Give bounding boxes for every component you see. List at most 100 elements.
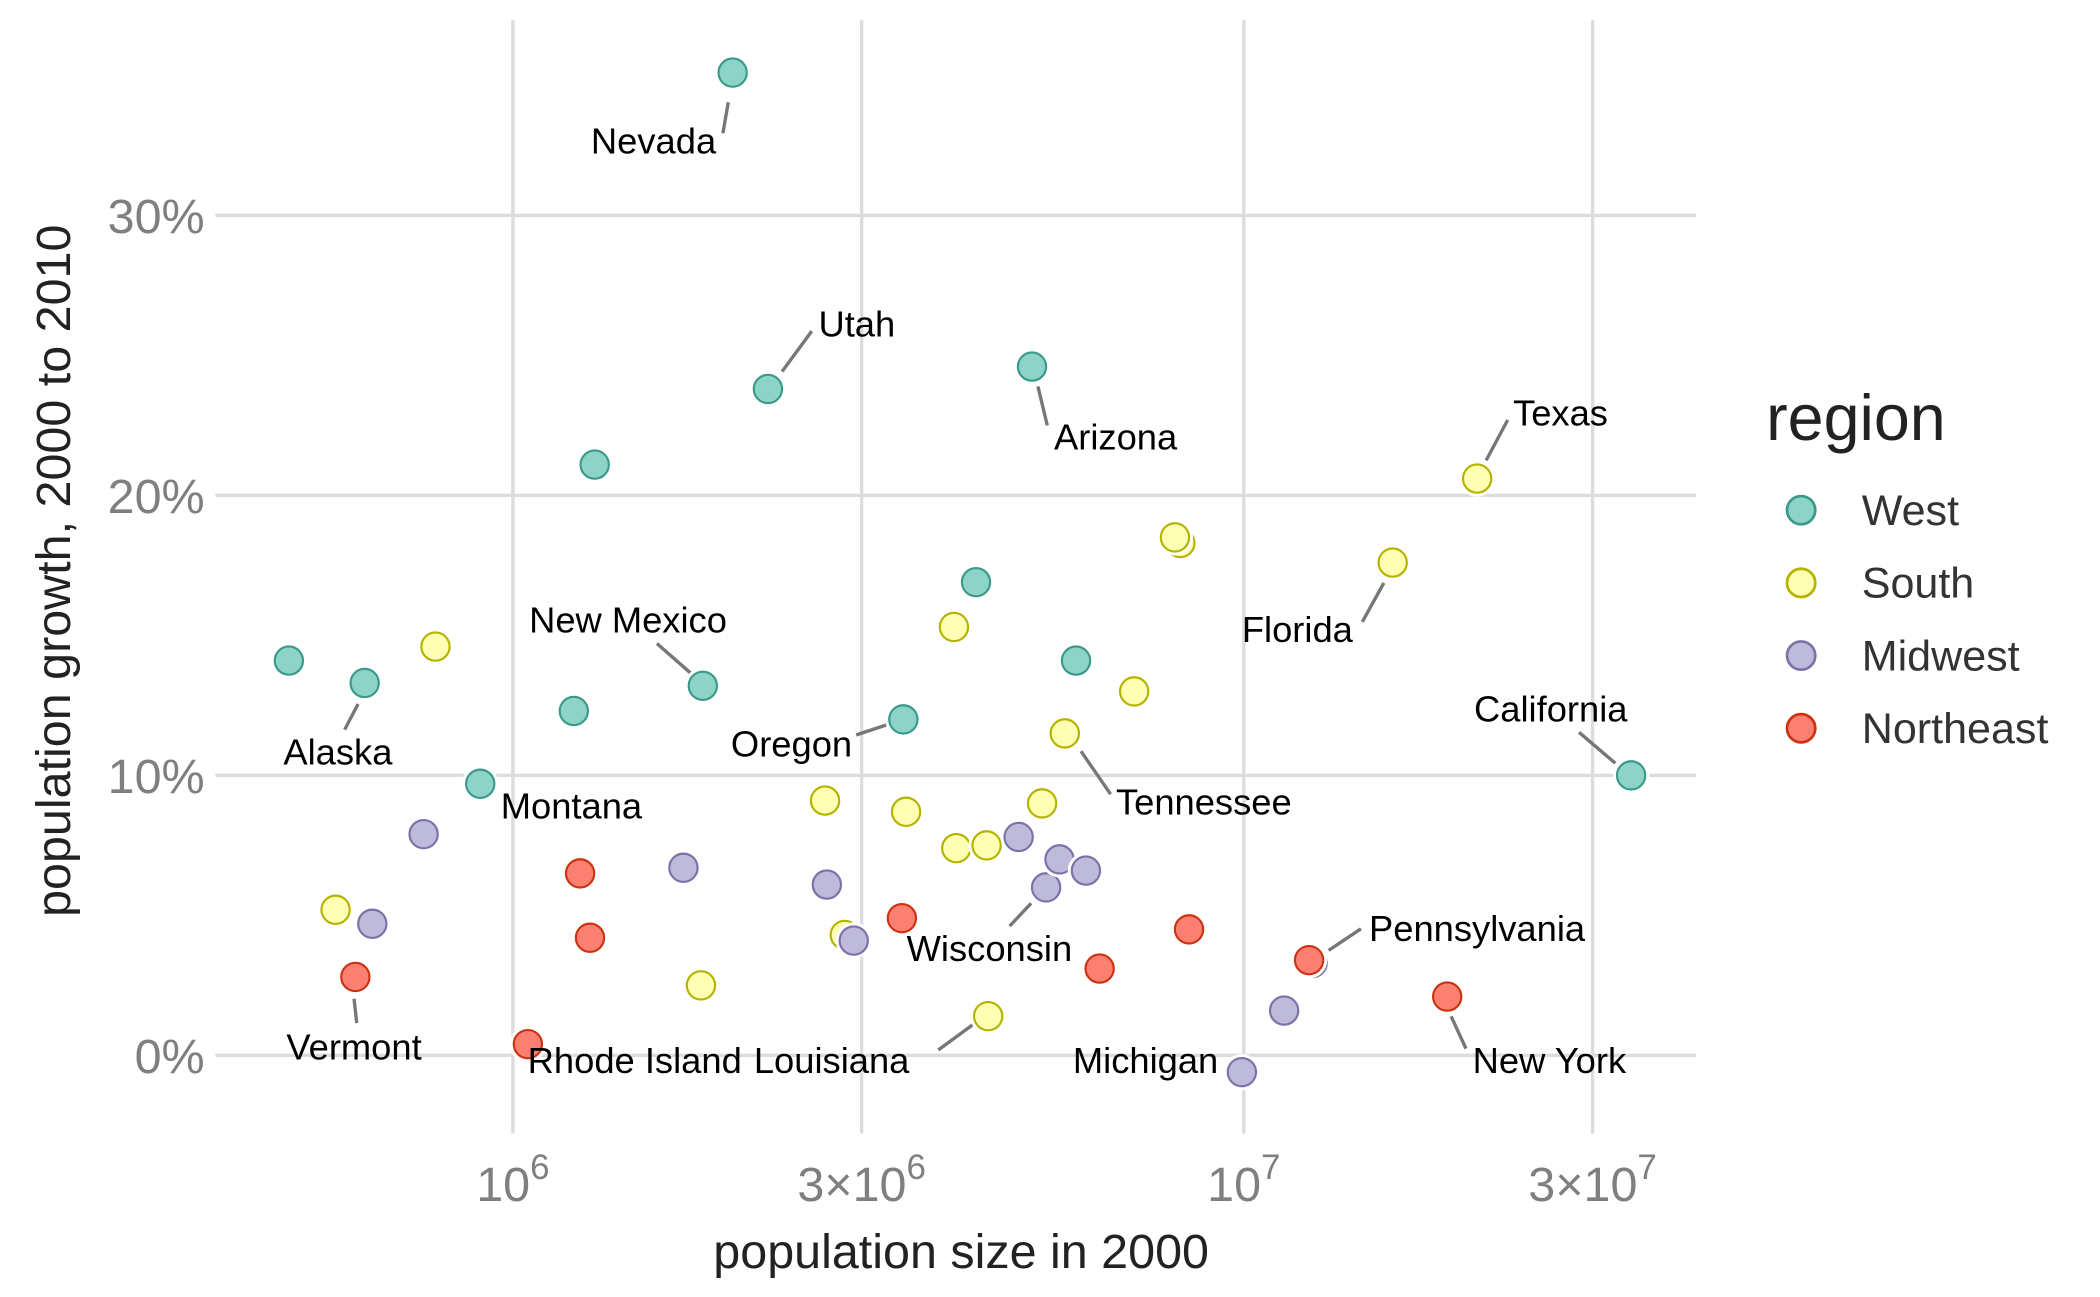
point-label: Florida xyxy=(1242,609,1354,650)
point-label: Montana xyxy=(501,785,643,826)
legend-label: Northeast xyxy=(1862,705,2049,753)
data-point-midwest xyxy=(1226,1056,1258,1088)
y-tick-label: 30% xyxy=(108,190,205,244)
data-point-west xyxy=(717,57,748,88)
data-point-west xyxy=(273,645,305,676)
legend-label: Midwest xyxy=(1862,632,2020,680)
label-connector xyxy=(1079,750,1112,796)
point-label: Texas xyxy=(1513,392,1608,433)
data-point-midwest xyxy=(1268,995,1300,1026)
data-point-northeast xyxy=(574,922,606,953)
point-label: Alaska xyxy=(283,732,393,773)
data-point-south xyxy=(685,970,717,1001)
legend-key-midwest xyxy=(1785,640,1817,672)
label-connector xyxy=(1036,385,1049,426)
point-label: Arizona xyxy=(1054,417,1178,458)
data-point-south xyxy=(1461,463,1493,494)
label-connector xyxy=(1484,419,1510,462)
y-tick-label: 20% xyxy=(108,470,205,524)
data-point-south xyxy=(971,830,1002,861)
x-axis-title: population size in 2000 xyxy=(713,1225,1209,1279)
data-point-midwest xyxy=(357,908,388,939)
data-point-northeast xyxy=(340,961,371,993)
data-point-northeast xyxy=(1173,914,1205,945)
legend-key-northeast xyxy=(1785,712,1817,744)
legend-label: West xyxy=(1862,487,1959,535)
data-point-west xyxy=(888,704,919,735)
data-point-west xyxy=(960,566,992,598)
data-point-west xyxy=(752,373,784,405)
data-point-west xyxy=(1615,760,1647,791)
point-label: Oregon xyxy=(731,724,852,765)
label-connector xyxy=(352,998,359,1024)
label-connector xyxy=(721,102,730,134)
grid xyxy=(215,20,1697,1134)
legend-title: region xyxy=(1766,382,1946,454)
point-label: Pennsylvania xyxy=(1369,908,1586,949)
legend-label: South xyxy=(1862,560,1975,608)
data-point-northeast xyxy=(886,902,918,934)
data-point-west xyxy=(687,670,719,701)
label-connector xyxy=(1008,902,1033,928)
x-tick-label: 107 xyxy=(1207,1148,1280,1212)
x-tick-label: 3×107 xyxy=(1528,1148,1657,1212)
label-connector xyxy=(780,330,814,373)
label-connector xyxy=(343,703,360,731)
data-point-midwest xyxy=(1030,872,1062,903)
data-point-south xyxy=(1026,788,1058,819)
point-label: New Mexico xyxy=(529,600,727,641)
y-axis-ticks: 0% 10% 20% 30% xyxy=(108,190,205,1084)
label-connector xyxy=(1449,1015,1468,1050)
y-axis-title: population growth, 2000 to 2010 xyxy=(27,225,81,917)
label-connectors xyxy=(343,102,1617,1052)
legend-key-west xyxy=(1785,494,1817,526)
data-point-west xyxy=(465,768,496,799)
point-label: Nevada xyxy=(591,120,717,161)
data-point-midwest xyxy=(668,852,699,883)
y-tick-label: 10% xyxy=(108,750,205,804)
data-point-west xyxy=(1016,351,1048,382)
point-labels: Nevada Utah Arizona Oregon New Mexico Alaska M… xyxy=(283,120,1628,1080)
label-connector xyxy=(1577,731,1617,765)
point-label: Utah xyxy=(818,304,895,345)
label-connector xyxy=(655,642,692,675)
point-label: Louisiana xyxy=(754,1040,910,1081)
data-point-south xyxy=(890,796,922,827)
data-point-northeast xyxy=(1293,944,1325,976)
label-connector xyxy=(937,1023,975,1052)
point-label: Michigan xyxy=(1073,1040,1218,1081)
data-point-south xyxy=(1377,547,1408,578)
data-point-south xyxy=(938,611,970,643)
y-tick-label: 0% xyxy=(135,1030,205,1084)
data-point-midwest xyxy=(811,869,843,900)
data-point-midwest xyxy=(1070,855,1102,886)
data-point-midwest xyxy=(1003,821,1034,853)
data-point-west xyxy=(349,667,380,699)
point-label: Vermont xyxy=(286,1026,421,1067)
data-points xyxy=(270,54,1650,1091)
legend: region West South Midwest Northeast xyxy=(1766,382,2048,753)
x-tick-exponent: 7 xyxy=(1261,1148,1280,1187)
data-point-south xyxy=(420,631,451,662)
x-tick-base: 3×10 xyxy=(797,1158,906,1212)
point-label: New York xyxy=(1473,1040,1627,1081)
x-tick-exponent: 6 xyxy=(906,1148,925,1187)
data-point-south xyxy=(1049,718,1081,749)
point-label: Tennessee xyxy=(1116,781,1292,822)
legend-key-south xyxy=(1785,567,1817,599)
data-point-northeast xyxy=(1431,981,1463,1012)
data-point-midwest xyxy=(408,818,439,850)
data-point-northeast xyxy=(1084,953,1115,984)
data-point-south xyxy=(1159,522,1191,553)
label-connector xyxy=(1327,927,1362,952)
x-tick-exponent: 6 xyxy=(530,1148,549,1187)
data-point-south xyxy=(941,832,972,864)
data-point-south xyxy=(809,785,841,816)
point-label: California xyxy=(1474,689,1628,730)
x-tick-base: 10 xyxy=(476,1158,530,1212)
x-tick-label: 106 xyxy=(476,1148,549,1212)
data-point-northeast xyxy=(564,858,596,889)
x-tick-label: 3×106 xyxy=(797,1148,926,1212)
data-point-west xyxy=(558,695,590,727)
